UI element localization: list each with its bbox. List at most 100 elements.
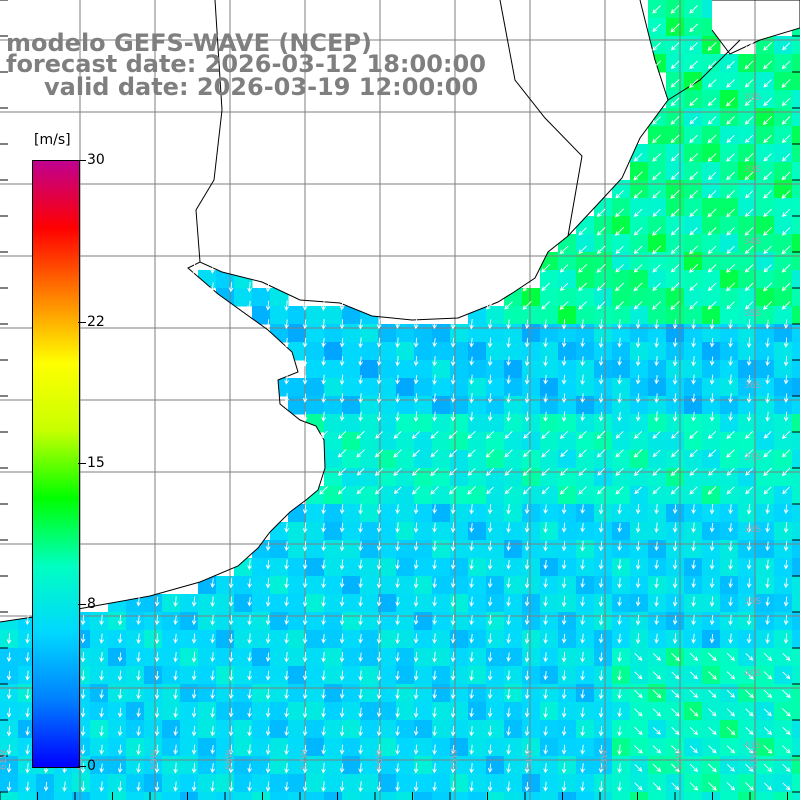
wind-speed-cell [486,342,505,361]
wind-arrow [561,393,567,404]
wind-arrow [506,744,511,755]
wind-speed-cell [720,540,739,559]
wind-speed-cell [342,756,361,775]
wind-arrow [691,374,696,385]
wind-speed-cell [720,180,739,199]
wind-arrow [652,264,661,273]
wind-arrow [615,449,624,458]
wind-speed-cell [774,306,793,325]
wind-arrow [6,744,12,755]
wind-speed-cell [540,666,559,685]
wind-speed-cell [558,666,577,685]
wind-arrow [709,541,715,552]
wind-speed-cell [288,396,307,415]
wind-arrow [524,781,530,792]
wind-speed-cell [774,288,793,307]
wind-speed-cell [144,774,163,793]
wind-speed-cell [648,738,667,757]
wind-arrow [725,97,736,107]
wind-arrow [524,319,530,329]
wind-speed-cell [306,684,325,703]
wind-arrow [745,653,754,661]
wind-arrow [449,468,458,476]
wind-arrow [744,152,754,162]
wind-arrow [746,522,752,533]
wind-arrow [708,745,717,754]
wind-speed-cell [738,342,757,361]
wind-speed-cell [396,342,415,361]
wind-arrow [395,763,400,774]
wind-speed-cell [684,774,703,793]
wind-speed-cell [738,360,757,379]
wind-arrow [376,763,382,774]
wind-arrow [782,708,791,717]
wind-speed-cell [540,684,559,703]
wind-arrow [654,541,659,552]
wind-arrow [117,670,123,681]
wind-speed-cell [648,162,667,181]
wind-speed-cell [576,342,595,361]
wind-arrow [634,430,643,439]
wind-arrow [635,356,641,367]
wind-speed-cell [486,756,505,775]
wind-speed-cell [558,288,577,307]
wind-speed-cell [468,702,487,721]
wind-speed-cell [270,648,289,667]
wind-speed-cell [414,702,433,721]
colorbar-tick-label: 30 [87,152,105,168]
wind-speed-cell [396,324,415,343]
forecast-date: forecast date: 2026-03-12 18:00:00 [6,50,486,78]
wind-arrow [726,449,735,458]
wind-speed-cell [558,612,577,631]
wind-arrow [136,689,141,700]
wind-arrow [485,467,495,476]
wind-speed-cell [324,648,343,667]
wind-arrow [635,633,641,645]
wind-speed-cell [216,666,235,685]
wind-speed-cell [504,432,523,451]
wind-speed-cell [738,252,757,271]
wind-speed-cell [756,162,775,181]
colorbar-tick-label: 8 [87,596,96,613]
wind-arrow [781,467,791,477]
wind-speed-cell [594,432,613,451]
latitude-label: 39S [744,597,761,607]
wind-speed-cell [108,792,127,800]
wind-speed-cell [540,324,559,343]
wind-arrow [708,763,717,773]
wind-speed-cell [252,612,271,631]
wind-speed-cell [666,198,685,217]
wind-speed-cell [306,324,325,343]
wind-arrow [522,467,532,477]
wind-arrow [284,337,289,348]
wind-speed-cell [738,396,757,415]
wind-arrow [559,264,569,273]
wind-speed-cell [540,504,559,523]
wind-arrow [689,671,698,680]
wind-speed-cell [684,432,703,451]
wind-speed-cell [396,612,415,631]
wind-arrow [543,726,548,737]
wind-arrow [578,282,587,292]
wind-speed-cell [774,468,793,487]
wind-arrow [783,337,789,348]
wind-arrow [763,134,772,144]
wind-arrow [450,726,456,737]
wind-arrow [561,744,567,755]
wind-arrow [763,208,772,218]
wind-arrow [707,671,717,680]
wind-speed-cell [414,450,433,469]
wind-speed-cell [630,702,649,721]
wind-arrow [746,614,752,626]
wind-arrow [615,245,624,254]
wind-arrow [728,337,733,348]
wind-speed-cell [666,288,685,307]
wind-arrow [597,486,606,495]
wind-speed-cell [540,396,559,415]
wind-arrow [598,633,604,644]
wind-speed-cell [432,396,451,415]
wind-arrow [487,356,493,367]
wind-arrow [117,763,123,774]
wind-speed-cell [702,594,721,613]
wind-arrow [762,115,773,125]
